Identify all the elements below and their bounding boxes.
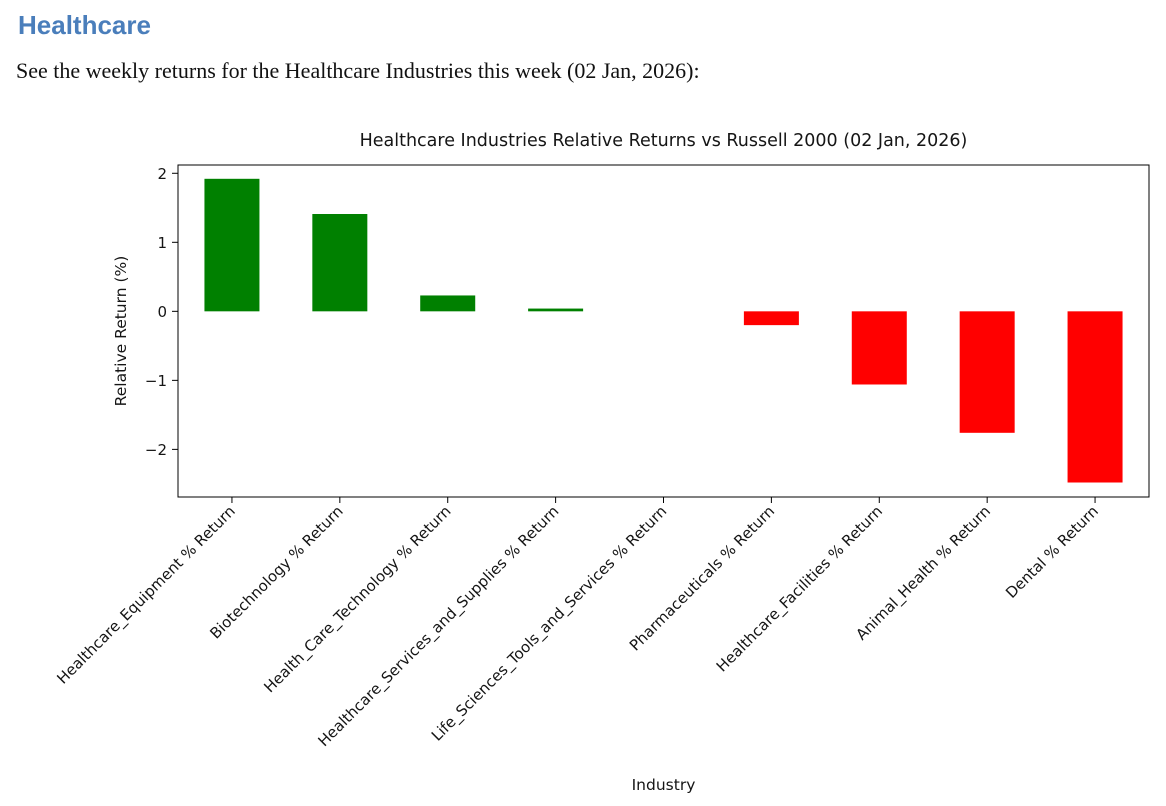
chart-title: Healthcare Industries Relative Returns v…: [360, 131, 968, 151]
bar-healthcare_facilities: [851, 311, 907, 385]
y-tick-label: 0: [157, 303, 167, 321]
y-tick-label: 1: [157, 234, 167, 252]
y-axis-label: Relative Return (%): [112, 256, 130, 407]
y-tick-label: 2: [157, 165, 167, 183]
bar-animal_health: [959, 311, 1015, 433]
bar-healthcare_equipment: [204, 178, 260, 312]
x-tick-label: Dental % Return: [1002, 502, 1102, 602]
x-axis-label: Industry: [632, 776, 696, 794]
y-tick-label: −2: [145, 441, 167, 459]
bar-health_care_technology: [420, 295, 476, 312]
y-tick-label: −1: [145, 372, 167, 390]
x-tick-label: Life_Sciences_Tools_and_Services % Retur…: [428, 502, 671, 745]
x-tick-label: Healthcare_Services_and_Supplies % Retur…: [314, 502, 563, 751]
page-subtitle: See the weekly returns for the Healthcar…: [16, 58, 700, 83]
x-tick-label: Healthcare_Equipment % Return: [53, 502, 239, 688]
bar-pharmaceuticals: [743, 311, 799, 326]
bar-biotechnology: [312, 214, 368, 312]
page-title: Healthcare: [18, 10, 151, 40]
x-tick-label: Health_Care_Technology % Return: [260, 502, 455, 697]
bar-dental: [1067, 311, 1123, 483]
bar-healthcare_services_and_supplies: [528, 308, 584, 312]
